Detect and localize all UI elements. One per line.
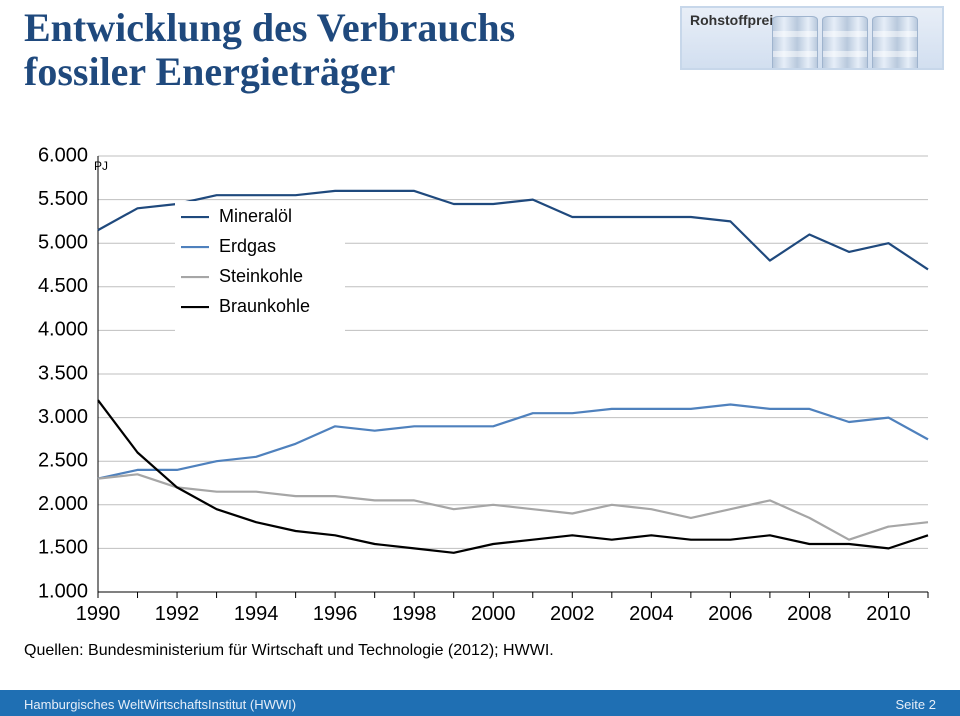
- svg-text:1.000: 1.000: [38, 580, 88, 602]
- svg-text:3.500: 3.500: [38, 362, 88, 384]
- series-braunkohle: [98, 400, 928, 553]
- svg-text:1.500: 1.500: [38, 537, 88, 559]
- svg-text:4.500: 4.500: [38, 275, 88, 297]
- footer-page-number: Seite 2: [896, 697, 936, 712]
- barrel-icon: [772, 16, 818, 70]
- svg-text:2002: 2002: [550, 603, 595, 625]
- barrel-icon: [872, 16, 918, 70]
- svg-text:2004: 2004: [629, 603, 674, 625]
- svg-text:5.500: 5.500: [38, 188, 88, 210]
- svg-text:1992: 1992: [155, 603, 200, 625]
- slide-root: Entwicklung des Verbrauchs fossiler Ener…: [0, 0, 960, 716]
- svg-text:2.000: 2.000: [38, 493, 88, 515]
- svg-text:4.000: 4.000: [38, 319, 88, 341]
- footer-bar: Hamburgisches WeltWirtschaftsInstitut (H…: [0, 690, 960, 716]
- barrel-icon: [822, 16, 868, 70]
- line-chart: 1.000 1.500 2.000 2.500 3.000 3.500 4.000 4.500…: [24, 150, 936, 630]
- svg-text:2.500: 2.500: [38, 449, 88, 471]
- svg-text:6.000: 6.000: [38, 144, 88, 166]
- slide-title: Entwicklung des Verbrauchs fossiler Ener…: [24, 6, 624, 94]
- legend-label-steinkohle: Steinkohle: [219, 266, 303, 286]
- source-text: Quellen: Bundesministerium für Wirtschaf…: [24, 642, 554, 660]
- legend-label-braunkohle: Braunkohle: [219, 296, 310, 316]
- series-erdgas: [98, 405, 928, 479]
- svg-text:5.000: 5.000: [38, 231, 88, 253]
- svg-text:2010: 2010: [866, 603, 911, 625]
- svg-text:PJ: PJ: [94, 159, 108, 173]
- svg-text:1994: 1994: [234, 603, 279, 625]
- title-line-2: fossiler Energieträger: [24, 49, 395, 94]
- title-line-1: Entwicklung des Verbrauchs: [24, 5, 515, 50]
- svg-text:2000: 2000: [471, 603, 516, 625]
- svg-text:2006: 2006: [708, 603, 753, 625]
- footer-institution: Hamburgisches WeltWirtschaftsInstitut (H…: [24, 697, 296, 712]
- svg-text:2008: 2008: [787, 603, 832, 625]
- svg-text:1996: 1996: [313, 603, 358, 625]
- legend-label-erdgas: Erdgas: [219, 236, 276, 256]
- svg-text:1998: 1998: [392, 603, 437, 625]
- svg-text:3.000: 3.000: [38, 406, 88, 428]
- legend-label-mineraloel: Mineralöl: [219, 206, 292, 226]
- svg-text:1990: 1990: [76, 603, 121, 625]
- barrels-graphic: [762, 8, 942, 68]
- chart-area: 1.000 1.500 2.000 2.500 3.000 3.500 4.000 4.500…: [24, 150, 936, 630]
- header-logo: Rohstoffpreise: [680, 6, 944, 70]
- series-steinkohle: [98, 474, 928, 539]
